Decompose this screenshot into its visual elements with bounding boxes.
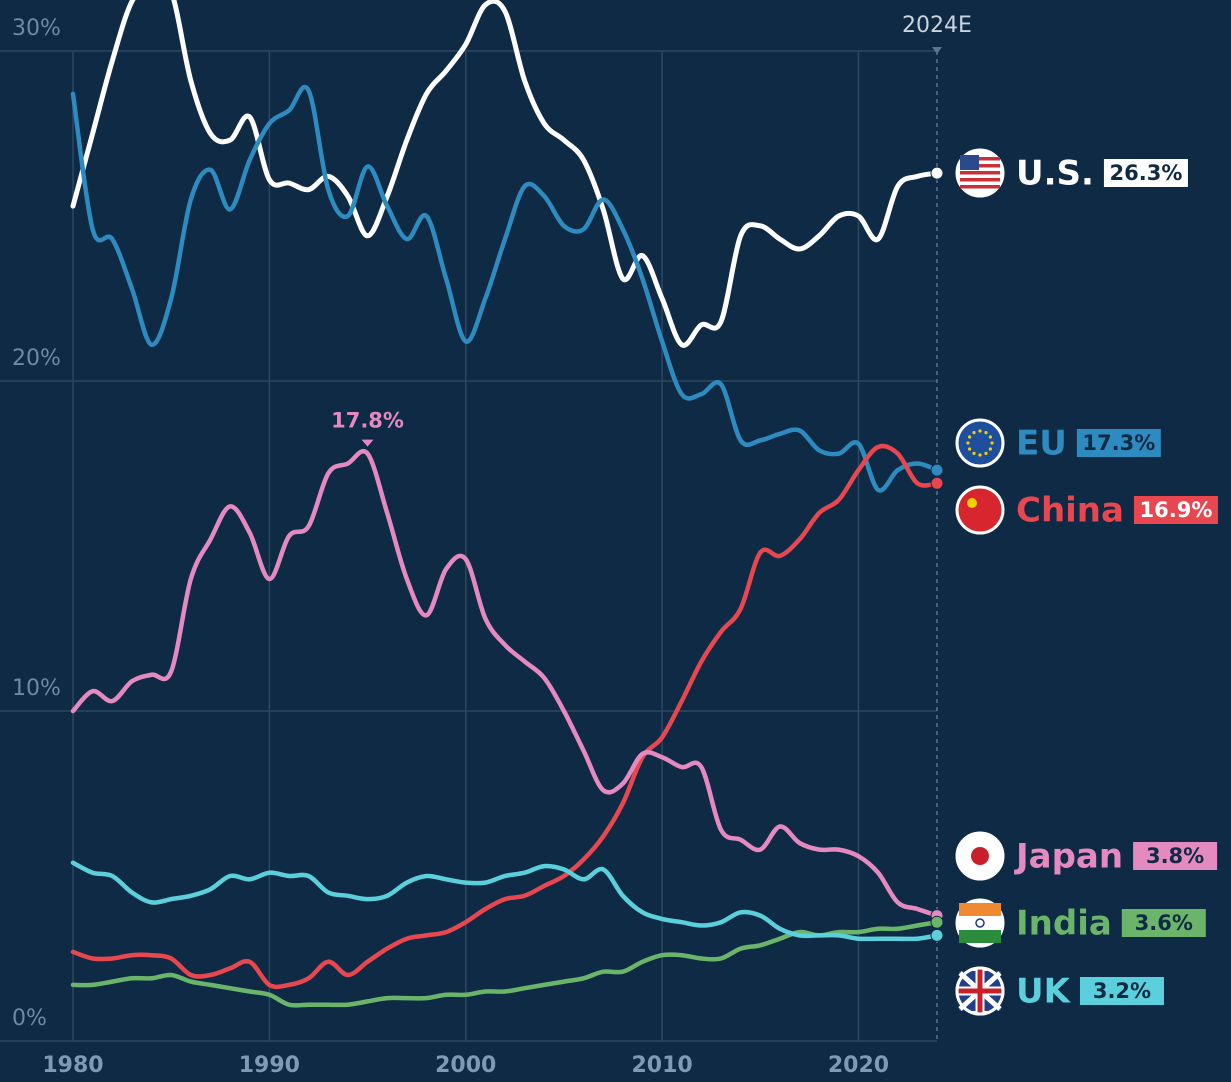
legend-label: U.S. — [1016, 154, 1094, 194]
y-tick-label: 30% — [12, 16, 61, 41]
flag-star — [990, 441, 994, 445]
forecast-arrow — [932, 47, 942, 54]
end-dot — [930, 476, 944, 490]
flag-stripe — [960, 164, 1000, 168]
value-badge — [1103, 159, 1188, 187]
series-line — [70, 0, 940, 348]
value-badge — [1133, 842, 1218, 870]
flag-cross — [958, 969, 1002, 1013]
series-line — [70, 443, 940, 990]
flag-star — [978, 429, 982, 433]
series-line — [70, 85, 940, 493]
flag-stripe — [960, 185, 1000, 189]
legend-label: UK — [1016, 972, 1072, 1012]
flag-star — [978, 453, 982, 457]
legend-label: India — [1016, 904, 1112, 944]
y-tick-label: 10% — [12, 676, 61, 701]
x-tick-label: 1990 — [239, 1053, 300, 1078]
value-badge — [1133, 496, 1218, 524]
end-dot — [930, 463, 944, 477]
x-tick-label: 2000 — [435, 1053, 496, 1078]
flag-sun — [971, 847, 989, 865]
flag-star — [972, 451, 976, 455]
flag-star — [968, 435, 972, 439]
flag-ring — [955, 966, 1005, 1016]
annotation-arrow — [361, 439, 374, 447]
end-dot — [930, 166, 944, 180]
end-dot — [930, 915, 944, 929]
flag-icon — [955, 485, 1005, 535]
flag-canton — [960, 155, 979, 170]
flag-stripe — [959, 930, 1001, 943]
y-tick-label: 0% — [12, 1006, 47, 1031]
flag-star — [984, 431, 988, 435]
legend-label: China — [1016, 491, 1124, 531]
annotation-label: 17.8% — [331, 409, 404, 433]
series-line — [70, 860, 940, 942]
flag-star — [972, 431, 976, 435]
flag-star — [968, 447, 972, 451]
flag-star — [967, 498, 977, 508]
series-line — [70, 448, 940, 918]
flag-star — [984, 451, 988, 455]
end-value-label: 3.2% — [1093, 979, 1151, 1003]
value-badge — [1121, 909, 1206, 937]
flag-star — [966, 441, 970, 445]
end-value-label: 3.8% — [1146, 844, 1204, 868]
y-tick-label: 20% — [12, 346, 61, 371]
x-tick-label: 2010 — [631, 1053, 692, 1078]
end-value-label: 17.3% — [1082, 431, 1155, 455]
end-value-label: 16.9% — [1140, 498, 1213, 522]
flag-icon — [955, 418, 1005, 468]
end-dot — [930, 928, 944, 942]
flag-stripe — [960, 157, 1000, 161]
value-badge — [1079, 977, 1164, 1005]
flag-star — [988, 435, 992, 439]
legend-label: Japan — [1014, 837, 1123, 877]
forecast-label: 2024E — [902, 13, 972, 38]
end-value-label: 3.6% — [1135, 911, 1193, 935]
flag-star — [988, 447, 992, 451]
flag-wheel — [975, 918, 985, 928]
value-badge — [1076, 429, 1161, 457]
legend-label: EU — [1016, 424, 1067, 464]
end-value-label: 26.3% — [1110, 161, 1183, 185]
flag-stripe — [960, 178, 1000, 182]
flag-stripe — [959, 903, 1001, 916]
x-tick-label: 2020 — [828, 1053, 889, 1078]
x-tick-label: 1980 — [42, 1053, 103, 1078]
flag-stripe — [960, 171, 1000, 175]
